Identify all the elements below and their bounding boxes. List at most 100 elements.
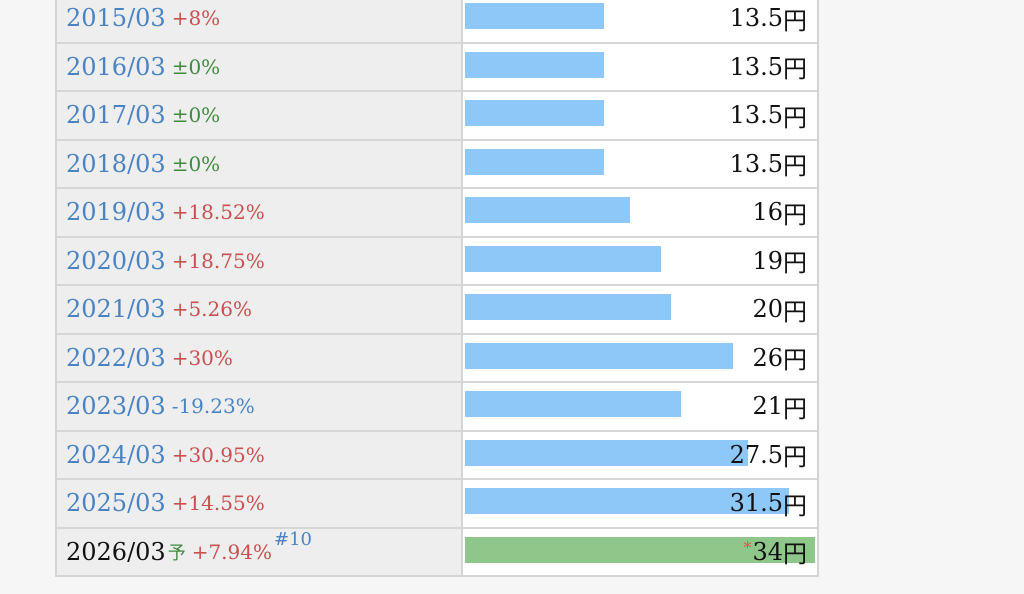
- table-row: 2022/03 +30% 26 円: [57, 332, 817, 382]
- value-label: 21 円: [752, 383, 807, 430]
- table-row: 2019/03 +18.52% 16 円: [57, 187, 817, 236]
- value-bar: [465, 391, 682, 417]
- value-label: 13.5 円: [730, 44, 807, 91]
- year-label[interactable]: 2023/03: [66, 392, 166, 421]
- change-percent: ±0%: [171, 54, 221, 79]
- row-label-cell: 2026/03 予 +7.94% #10: [57, 528, 463, 575]
- value-number: 34: [752, 537, 783, 566]
- table-row: 2015/03 +8% 13.5 円: [57, 0, 817, 42]
- change-percent: ±0%: [171, 151, 221, 176]
- value-number: 27.5: [729, 440, 783, 469]
- year-label[interactable]: 2018/03: [66, 149, 166, 178]
- change-percent: +8%: [171, 6, 221, 31]
- value-label: 26 円: [752, 335, 807, 382]
- value-unit: 円: [783, 394, 807, 423]
- table-row: 2026/03 予 +7.94% #10 * 34 円: [57, 526, 817, 576]
- value-bar: [465, 536, 815, 563]
- row-label-cell: 2024/03 +30.95%: [57, 431, 463, 478]
- value-number: 13.5: [729, 149, 783, 178]
- value-number: 21: [752, 392, 783, 421]
- value-unit: 円: [783, 297, 807, 326]
- row-label-cell: 2016/03 ±0%: [57, 43, 463, 90]
- value-bar: [465, 148, 604, 175]
- table-row: 2021/03 +5.26% 20 円: [57, 284, 817, 333]
- value-number: 16: [752, 198, 783, 227]
- dividend-table: 2015/03 +8% 13.5 円 2016/03 ±0% 13.5 円 2017/03 ±0%…: [55, 0, 819, 577]
- bar-cell: * 34 円: [465, 529, 817, 576]
- year-label[interactable]: 2022/03: [66, 343, 166, 372]
- change-percent: +14.55%: [171, 491, 265, 516]
- value-bar: [465, 294, 671, 320]
- year-label[interactable]: 2015/03: [66, 4, 166, 33]
- change-percent: -19.23%: [171, 394, 255, 419]
- bar-cell: 13.5 円: [465, 44, 817, 91]
- value-label: 16 円: [752, 189, 807, 236]
- value-unit: 円: [783, 6, 807, 35]
- value-bar: [465, 342, 733, 369]
- year-label[interactable]: 2016/03: [66, 52, 166, 81]
- year-label[interactable]: 2021/03: [66, 295, 166, 324]
- change-percent: +18.52%: [171, 200, 265, 225]
- value-bar: [465, 51, 604, 78]
- row-label-cell: 2017/03 ±0%: [57, 92, 463, 139]
- bar-cell: 26 円: [465, 335, 817, 382]
- value-number: 31.5: [729, 489, 783, 518]
- row-label-cell: 2025/03 +14.55%: [57, 480, 463, 527]
- value-unit: 円: [783, 152, 807, 181]
- value-bar: [465, 245, 661, 272]
- value-unit: 円: [783, 491, 807, 520]
- row-label-cell: 2022/03 +30%: [57, 334, 463, 381]
- value-number: 13.5: [729, 101, 783, 130]
- bar-cell: 20 円: [465, 286, 817, 333]
- value-label: * 34 円: [743, 529, 807, 576]
- table-row: 2016/03 ±0% 13.5 円: [57, 41, 817, 91]
- value-unit: 円: [783, 540, 807, 569]
- value-unit: 円: [783, 55, 807, 84]
- bar-cell: 13.5 円: [465, 141, 817, 188]
- bar-cell: 19 円: [465, 238, 817, 285]
- row-label-cell: 2020/03 +18.75%: [57, 237, 463, 284]
- change-percent: +7.94%: [191, 539, 272, 564]
- value-label: 13.5 円: [730, 0, 807, 42]
- change-percent: +5.26%: [171, 297, 252, 322]
- year-label[interactable]: 2025/03: [66, 489, 166, 518]
- year-label[interactable]: 2019/03: [66, 198, 166, 227]
- bar-cell: 31.5 円: [465, 480, 817, 527]
- value-unit: 円: [783, 103, 807, 132]
- value-label: 27.5 円: [730, 432, 807, 479]
- value-label: 19 円: [752, 238, 807, 285]
- change-percent: +18.75%: [171, 248, 265, 273]
- row-label-cell: 2021/03 +5.26%: [57, 286, 463, 333]
- change-percent: ±0%: [171, 103, 221, 128]
- row-label-cell: 2015/03 +8%: [57, 0, 463, 42]
- row-label-cell: 2018/03 ±0%: [57, 140, 463, 187]
- bar-cell: 21 円: [465, 383, 817, 430]
- bar-cell: 27.5 円: [465, 432, 817, 479]
- value-label: 31.5 円: [730, 480, 807, 527]
- value-bar: [465, 439, 749, 466]
- value-number: 13.5: [729, 52, 783, 81]
- table-row: 2020/03 +18.75% 19 円: [57, 235, 817, 285]
- footnote-link[interactable]: #10: [274, 529, 312, 551]
- value-number: 20: [752, 295, 783, 324]
- year-label[interactable]: 2024/03: [66, 440, 166, 469]
- value-bar: [465, 3, 604, 29]
- year-label[interactable]: 2020/03: [66, 246, 166, 275]
- value-number: 26: [752, 343, 783, 372]
- value-bar: [465, 197, 630, 223]
- table-row: 2023/03 -19.23% 21 円: [57, 381, 817, 430]
- table-row: 2018/03 ±0% 13.5 円: [57, 138, 817, 188]
- value-label: 13.5 円: [730, 141, 807, 188]
- forecast-mark: 予: [167, 542, 186, 564]
- bar-cell: 16 円: [465, 189, 817, 236]
- table-row: 2025/03 +14.55% 31.5 円: [57, 478, 817, 527]
- value-label: 13.5 円: [730, 92, 807, 139]
- value-number: 13.5: [729, 4, 783, 33]
- value-unit: 円: [783, 200, 807, 229]
- forecast-asterisk: *: [743, 538, 752, 558]
- value-unit: 円: [783, 443, 807, 472]
- year-label: 2026/03: [66, 537, 166, 566]
- bar-cell: 13.5 円: [465, 0, 817, 42]
- bar-cell: 13.5 円: [465, 92, 817, 139]
- year-label[interactable]: 2017/03: [66, 101, 166, 130]
